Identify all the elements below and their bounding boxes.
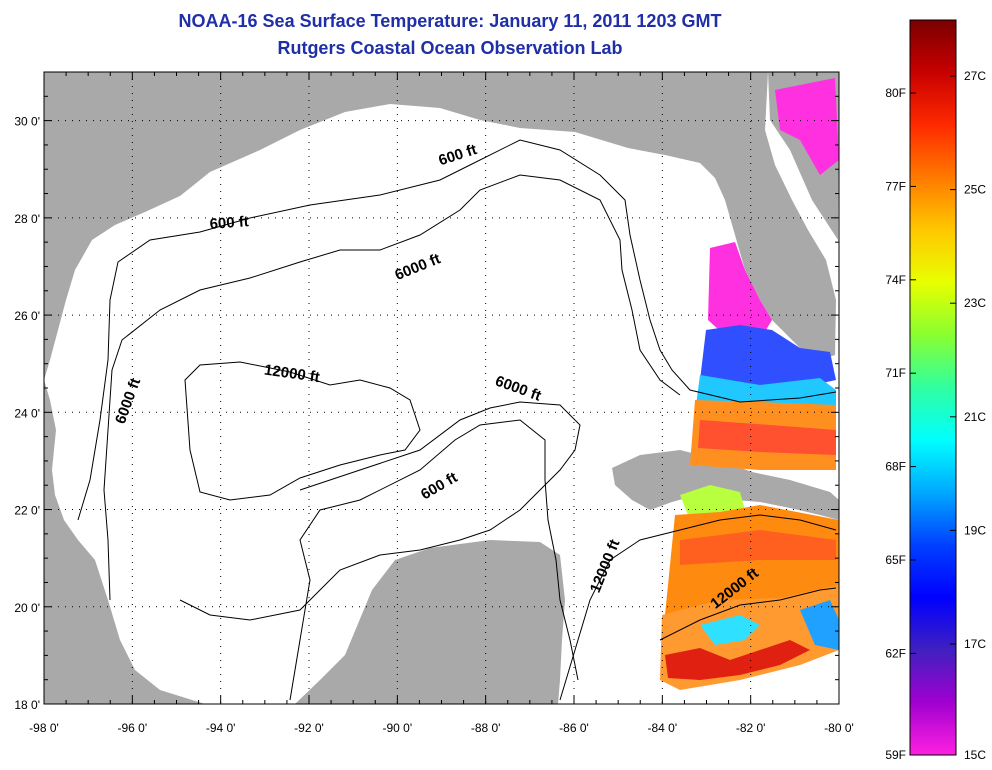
colorbar-fahrenheit-labels: 80F 77F 74F 71F 68F 65F 62F 59F [885,86,916,762]
lat-lon-grid [44,72,839,704]
colorbar-c-label: 23C [964,296,986,310]
colorbar-c-label: 19C [964,523,986,537]
lon-tick-label: -96 0' [118,721,148,735]
contour-12000ft-east [559,514,837,701]
colorbar-f-label: 80F [885,86,906,100]
colorbar-f-label: 77F [885,179,906,193]
lon-tick-label: -92 0' [294,721,324,735]
colorbar-f-label: 62F [885,646,906,660]
lon-tick-label: -94 0' [206,721,236,735]
colorbar-c-label: 21C [964,410,986,424]
lon-tick-label: -88 0' [471,721,501,735]
lon-tick-label: -80 0' [824,721,854,735]
lon-tick-label: -84 0' [648,721,678,735]
colorbar-celsius-labels: 27C 25C 23C 21C 19C 17C 15C [950,69,986,762]
land-cuba [612,450,839,520]
lon-tick-label: -98 0' [29,721,59,735]
colorbar-f-label: 74F [885,273,906,287]
contour-12000ft [184,361,421,501]
colorbar-c-label: 25C [964,183,986,197]
contour-6000ft-south [179,401,581,621]
lon-tick-label: -82 0' [736,721,766,735]
colorbar-f-label: 71F [885,366,906,380]
colorbar-c-label: 15C [964,748,986,762]
colorbar-f-label: 68F [885,460,906,474]
contour-label: 600 ft [209,213,249,233]
lat-tick-label: 20 0' [14,601,40,615]
contour-12000ft-caribbean [659,587,837,641]
lat-tick-label: 28 0' [14,212,40,226]
axis-ticks [43,71,840,705]
land-yucatan [295,540,565,704]
colorbar-f-label: 59F [885,748,906,762]
lat-tick-label: 24 0' [14,406,40,420]
lat-tick-label: 22 0' [14,504,40,518]
colorbar-f-label: 65F [885,553,906,567]
contour-600ft-shelf [77,139,837,521]
sst-swath [660,78,839,690]
lat-tick-label: 18 0' [14,698,40,712]
colorbar [909,19,957,756]
contour-600ft-yucatan [289,419,579,701]
land-north-america [44,72,839,704]
lat-tick-label: 26 0' [14,309,40,323]
contour-6000ft [103,174,681,601]
map-title: NOAA-16 Sea Surface Temperature: January… [178,11,722,31]
lat-tick-label: 30 0' [14,115,40,129]
colorbar-c-label: 17C [964,637,986,651]
longitude-labels: -98 0' -96 0' -94 0' -92 0' -90 0' -88 0' -86 … [29,721,854,735]
depth-contours [77,139,837,701]
lon-tick-label: -90 0' [383,721,413,735]
latitude-labels: 18 0' 20 0' 22 0' 24 0' 26 0' 28 0' 30 0' [14,115,40,712]
map-subtitle: Rutgers Coastal Ocean Observation Lab [277,38,623,58]
colorbar-c-label: 27C [964,69,986,83]
lon-tick-label: -86 0' [559,721,589,735]
